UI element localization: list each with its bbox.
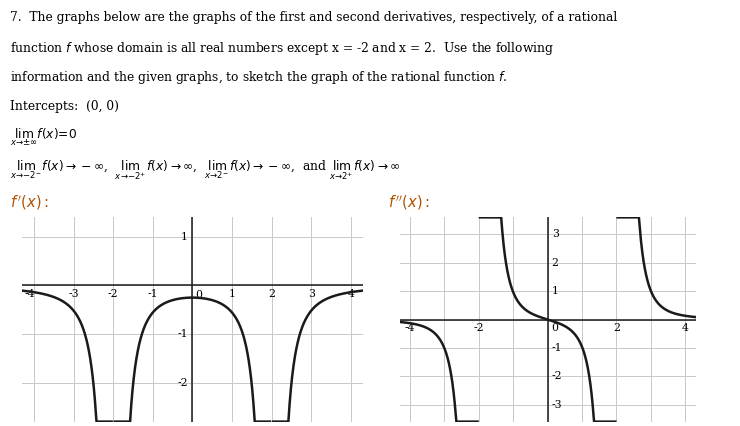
Text: 2: 2	[268, 289, 275, 299]
Text: 3: 3	[308, 289, 314, 299]
Text: $f\,''(x):$: $f\,''(x):$	[388, 193, 431, 212]
Text: $\lim_{x\to -2^-} f(x)\to-\infty$,  $\lim_{x\to -2^+} f(x)\to\infty$,  $\lim_{x\: $\lim_{x\to -2^-} f(x)\to-\infty$, $\lim…	[10, 158, 400, 182]
Text: -2: -2	[474, 323, 484, 333]
Text: -2: -2	[108, 289, 118, 299]
Text: -4: -4	[25, 289, 36, 299]
Text: 1: 1	[552, 286, 559, 296]
Text: 1: 1	[229, 289, 235, 299]
Text: information and the given graphs, to sketch the graph of the rational function $: information and the given graphs, to ske…	[10, 69, 507, 86]
Text: 0: 0	[551, 323, 558, 333]
Text: $f\,'(x):$: $f\,'(x):$	[10, 193, 49, 212]
Text: -3: -3	[68, 289, 79, 299]
Text: 4: 4	[347, 289, 354, 299]
Text: 1: 1	[181, 232, 188, 242]
Text: 3: 3	[552, 229, 559, 239]
Text: 2: 2	[552, 258, 559, 268]
Text: $\lim_{x\to\pm\infty} f(x)=0$: $\lim_{x\to\pm\infty} f(x)=0$	[10, 127, 77, 148]
Text: -1: -1	[177, 329, 188, 339]
Text: function $f$ whose domain is all real numbers except x = -2 and x = 2.  Use the : function $f$ whose domain is all real nu…	[10, 40, 554, 57]
Text: -2: -2	[552, 371, 562, 381]
Text: -4: -4	[405, 323, 415, 333]
Text: -1: -1	[147, 289, 158, 299]
Text: Intercepts:  (0, 0): Intercepts: (0, 0)	[10, 101, 118, 113]
Text: 2: 2	[613, 323, 620, 333]
Text: -3: -3	[552, 400, 562, 410]
Text: 7.  The graphs below are the graphs of the first and second derivatives, respect: 7. The graphs below are the graphs of th…	[10, 11, 617, 24]
Text: 0: 0	[195, 290, 203, 300]
Text: 4: 4	[682, 323, 689, 333]
Text: -2: -2	[177, 378, 188, 388]
Text: -1: -1	[552, 343, 562, 353]
